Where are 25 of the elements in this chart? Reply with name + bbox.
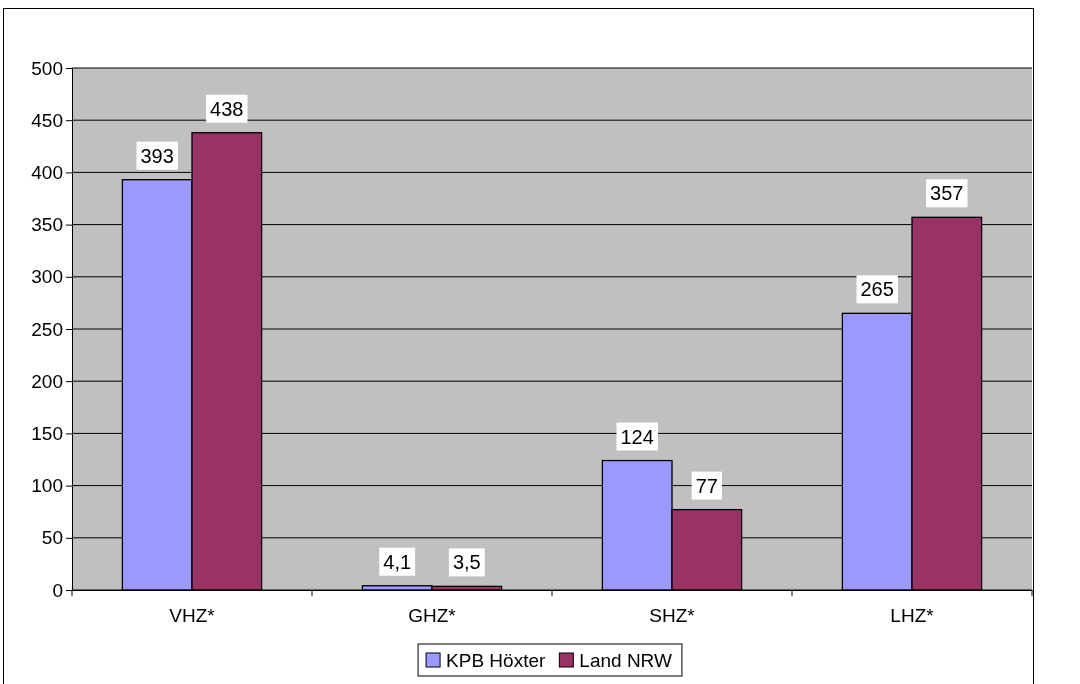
x-tick-label: SHZ* [649, 604, 696, 626]
x-tick-label: LHZ* [890, 604, 935, 626]
data-label: 4,1 [383, 550, 412, 573]
legend-label: Land NRW [579, 650, 672, 671]
x-tick-label: GHZ* [408, 604, 457, 626]
y-tick-label: 350 [31, 214, 63, 236]
data-label: 124 [620, 425, 654, 448]
legend-label: KPB Höxter [446, 650, 546, 671]
x-tick-label: VHZ* [169, 604, 216, 626]
y-tick-label: 300 [31, 266, 63, 288]
y-tick-label: 200 [31, 370, 63, 392]
y-tick-label: 100 [31, 475, 63, 497]
data-label: 3,5 [452, 551, 481, 574]
data-label: 393 [140, 144, 174, 167]
y-tick-label: 400 [31, 161, 63, 183]
y-tick-label: 0 [52, 579, 63, 601]
y-tick-label: 250 [31, 318, 63, 340]
y-tick-label: 50 [41, 527, 63, 549]
y-tick-label: 150 [31, 422, 63, 444]
y-tick-label: 500 [31, 57, 63, 79]
data-label: 77 [695, 474, 718, 497]
data-label: 265 [860, 278, 894, 301]
data-label: 357 [930, 182, 964, 205]
y-tick-label: 450 [31, 109, 63, 131]
data-label: 438 [210, 97, 244, 120]
